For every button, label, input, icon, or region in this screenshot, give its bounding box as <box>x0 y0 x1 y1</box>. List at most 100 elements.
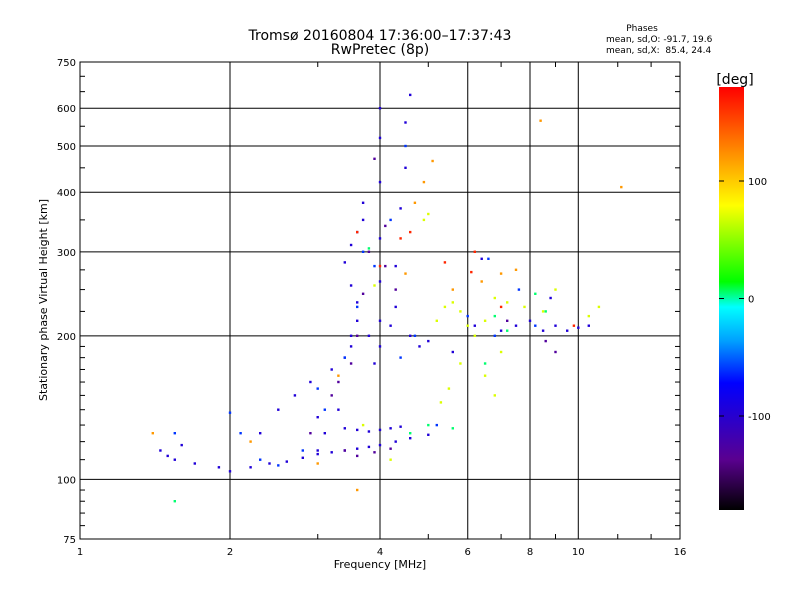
data-point <box>356 301 359 304</box>
data-point <box>523 305 526 309</box>
data-point <box>249 466 252 469</box>
data-point <box>389 447 392 450</box>
minor-ticks <box>80 62 680 539</box>
data-point <box>293 394 297 397</box>
data-point <box>323 408 326 411</box>
data-point <box>349 243 353 247</box>
data-point <box>367 334 371 337</box>
data-point <box>373 362 376 365</box>
colorbar-label: [deg] <box>716 72 753 88</box>
data-point <box>427 433 430 436</box>
data-point <box>316 449 319 452</box>
data-point <box>587 314 590 318</box>
data-point <box>409 437 412 440</box>
data-point <box>343 427 346 430</box>
data-point <box>193 462 196 465</box>
data-point <box>459 362 462 365</box>
data-point <box>316 462 319 465</box>
data-point <box>323 432 326 435</box>
y-tick-label: 400 <box>57 188 76 199</box>
x-tick-label: 1 <box>77 547 83 558</box>
y-tick-label: 600 <box>57 104 76 115</box>
data-point <box>356 454 359 458</box>
data-point <box>451 350 454 354</box>
data-point <box>277 464 280 467</box>
data-point <box>514 324 518 327</box>
data-point <box>384 224 387 228</box>
data-point <box>356 428 359 432</box>
data-point <box>493 394 496 397</box>
data-point <box>378 345 382 348</box>
data-point <box>378 443 382 447</box>
data-point <box>473 324 476 327</box>
data-point <box>534 292 537 295</box>
y-tick-label: 500 <box>57 142 76 153</box>
chart-title: Tromsø 20160804 17:36:00–17:37:43 <box>248 28 512 44</box>
data-point <box>356 488 359 492</box>
data-points <box>151 93 623 503</box>
data-point <box>566 329 569 332</box>
data-point <box>367 250 371 253</box>
data-point <box>427 339 430 343</box>
data-point <box>534 324 537 327</box>
data-point <box>361 292 365 295</box>
chart-subtitle: RwPretec (8p) <box>331 42 429 58</box>
data-point <box>451 427 454 430</box>
data-point <box>373 157 376 160</box>
data-point <box>228 470 232 473</box>
data-point <box>394 264 397 268</box>
grid-lines <box>80 62 680 539</box>
data-point <box>259 458 262 461</box>
data-point <box>277 408 280 411</box>
data-point <box>389 324 392 327</box>
data-point <box>399 207 402 210</box>
data-point <box>180 443 183 447</box>
data-point <box>487 257 490 260</box>
data-point <box>473 334 476 337</box>
data-point <box>572 324 576 327</box>
data-point <box>431 159 434 163</box>
data-point <box>316 387 319 390</box>
data-point <box>343 449 346 452</box>
data-point <box>554 324 557 327</box>
data-point <box>378 136 382 140</box>
x-tick-label: 6 <box>465 547 471 558</box>
data-point <box>356 447 359 450</box>
data-point <box>499 272 503 275</box>
data-point <box>409 230 412 234</box>
data-point <box>361 250 365 253</box>
data-point <box>427 212 430 216</box>
data-point <box>373 284 376 287</box>
data-point <box>422 218 426 222</box>
data-point <box>389 218 392 222</box>
x-tick-label: 4 <box>377 547 383 558</box>
data-point <box>577 326 580 329</box>
data-point <box>337 380 340 384</box>
data-point <box>378 264 382 268</box>
data-point <box>427 423 430 427</box>
data-point <box>389 458 392 461</box>
data-point <box>422 180 426 184</box>
x-tick-labels: 1 2 4 6 8 10 16 <box>77 547 687 558</box>
data-point <box>466 314 469 318</box>
data-point <box>443 305 447 309</box>
data-point <box>389 427 392 430</box>
data-point <box>356 319 359 322</box>
data-point <box>470 270 473 274</box>
data-point <box>259 432 262 435</box>
data-point <box>367 247 371 250</box>
data-point <box>356 230 359 234</box>
data-point <box>413 201 417 204</box>
data-point <box>367 430 371 433</box>
data-point <box>373 264 376 268</box>
y-tick-label: 75 <box>63 535 76 546</box>
data-point <box>480 257 483 260</box>
y-tick-label: 750 <box>57 58 76 69</box>
data-point <box>541 329 545 332</box>
data-point <box>549 296 552 300</box>
data-point <box>404 166 407 169</box>
data-point <box>151 432 154 435</box>
data-point <box>404 121 407 124</box>
data-point <box>399 356 402 359</box>
data-point <box>418 345 421 348</box>
